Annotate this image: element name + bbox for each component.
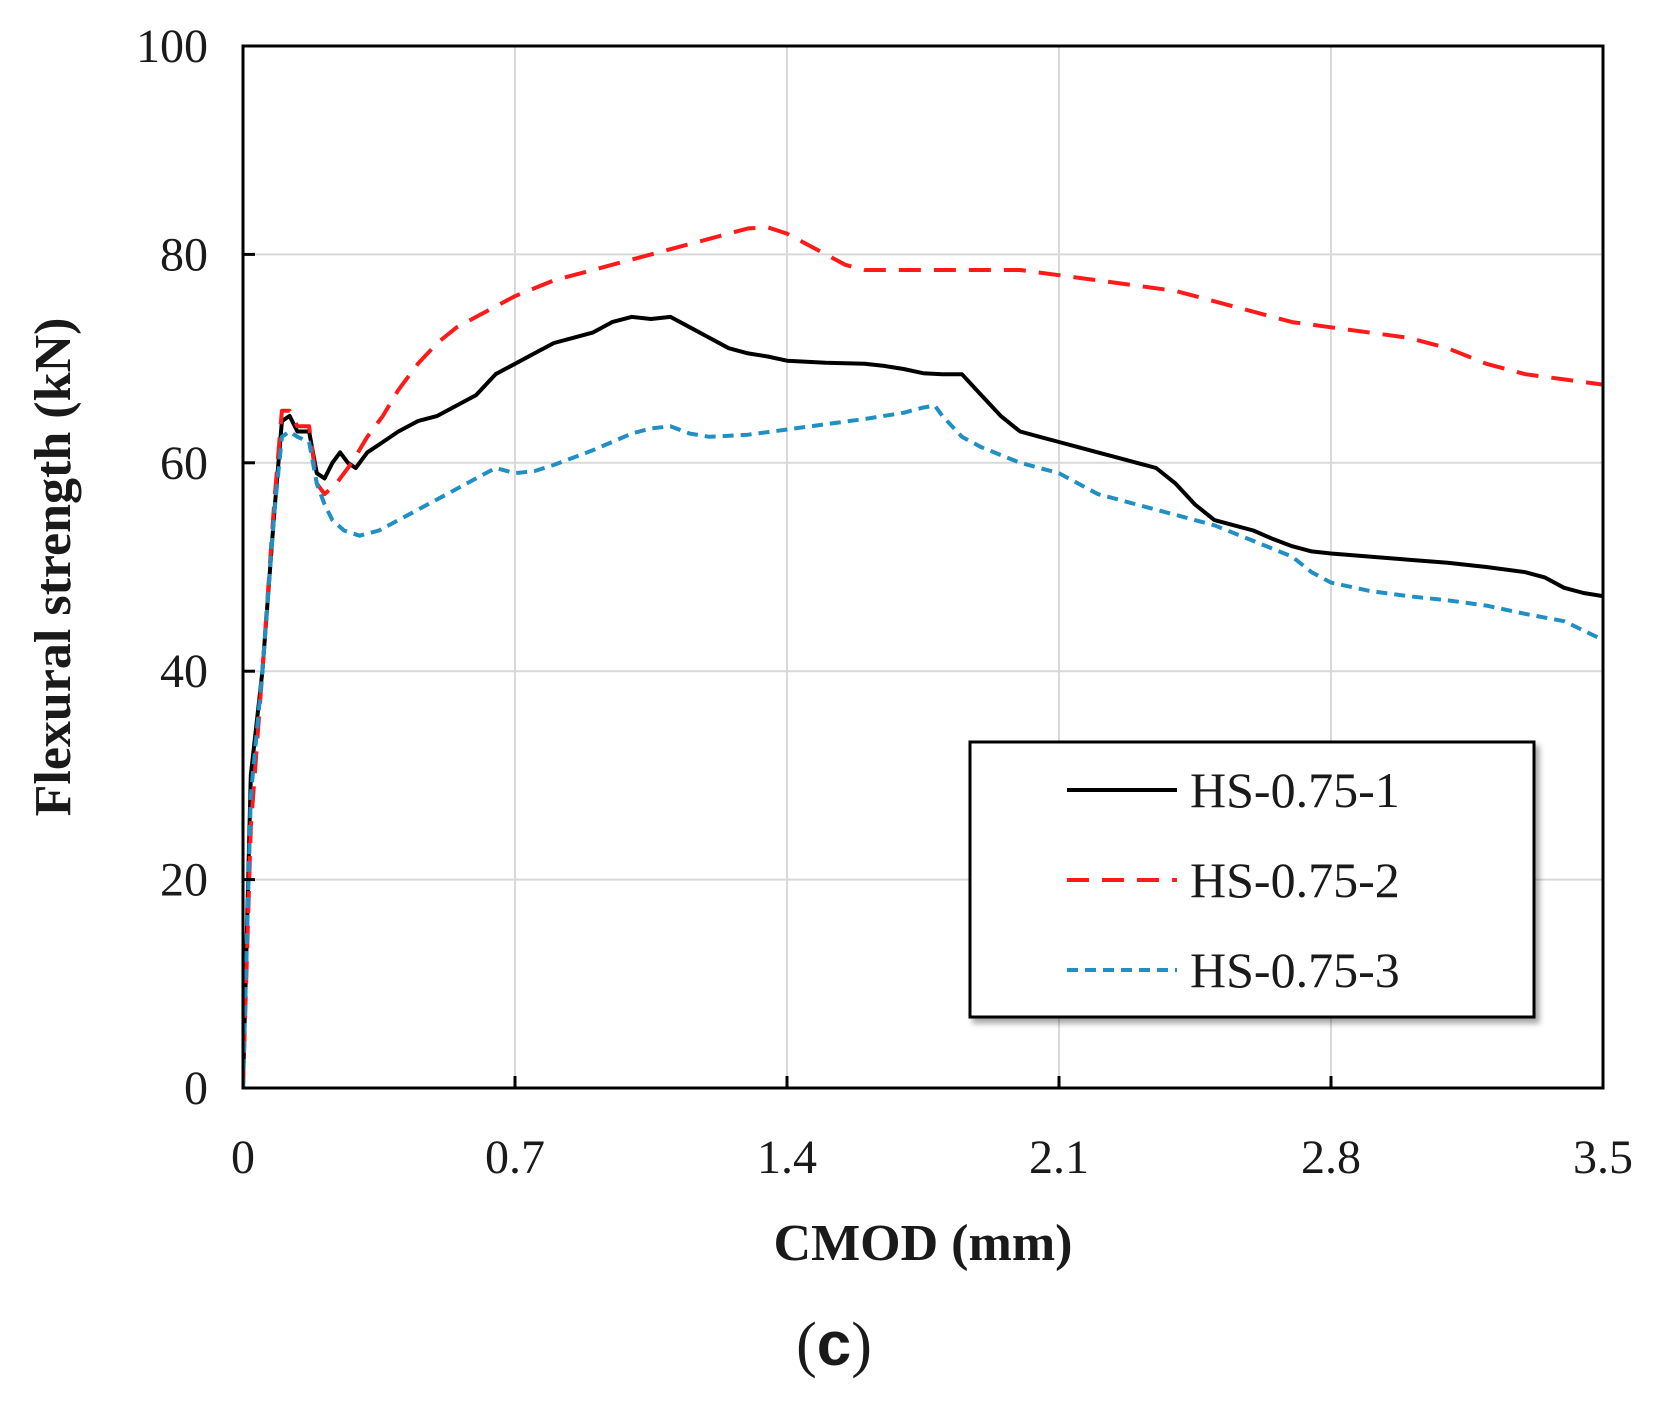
legend-label-3: HS-0.75-3 bbox=[1190, 942, 1400, 998]
y-tick-label: 100 bbox=[136, 20, 208, 73]
series-line-1 bbox=[243, 314, 1603, 1088]
y-tick-label: 60 bbox=[160, 437, 208, 490]
x-tick-label: 0 bbox=[231, 1131, 255, 1184]
x-tick-label: 3.5 bbox=[1573, 1131, 1633, 1184]
panel-label: (c) bbox=[796, 1310, 872, 1379]
y-tick-label: 80 bbox=[160, 228, 208, 281]
x-tick-label: 1.4 bbox=[757, 1131, 817, 1184]
legend-label-2: HS-0.75-2 bbox=[1190, 852, 1400, 908]
axis-ticks: 0 0.7 1.4 2.1 2.8 3.5 0 20 40 60 80 100 bbox=[136, 20, 1633, 1184]
plot-area-frame bbox=[241, 44, 1605, 1090]
legend: HS-0.75-1 HS-0.75-2 HS-0.75-3 bbox=[968, 740, 1536, 1019]
panel-label-letter: c bbox=[817, 1310, 851, 1379]
y-tick-label: 20 bbox=[160, 854, 208, 907]
data-series bbox=[243, 225, 1603, 1088]
x-tick-label: 2.8 bbox=[1301, 1131, 1361, 1184]
y-tick-label: 0 bbox=[184, 1062, 208, 1115]
x-tick-label: 0.7 bbox=[485, 1131, 545, 1184]
y-tick-label: 40 bbox=[160, 645, 208, 698]
x-axis-title: CMOD (mm) bbox=[774, 1215, 1073, 1272]
x-tick-label: 2.1 bbox=[1029, 1131, 1089, 1184]
grid-lines bbox=[243, 46, 1603, 1088]
legend-label-1: HS-0.75-1 bbox=[1190, 762, 1400, 818]
series-line-3 bbox=[243, 403, 1603, 1088]
series-line-2 bbox=[243, 225, 1603, 1088]
legend-box bbox=[968, 740, 1536, 1019]
panel-label-open-paren: ( bbox=[796, 1311, 817, 1379]
panel-label-close-paren: ) bbox=[851, 1311, 872, 1379]
y-axis-title: Flexural strength (kN) bbox=[25, 318, 82, 817]
